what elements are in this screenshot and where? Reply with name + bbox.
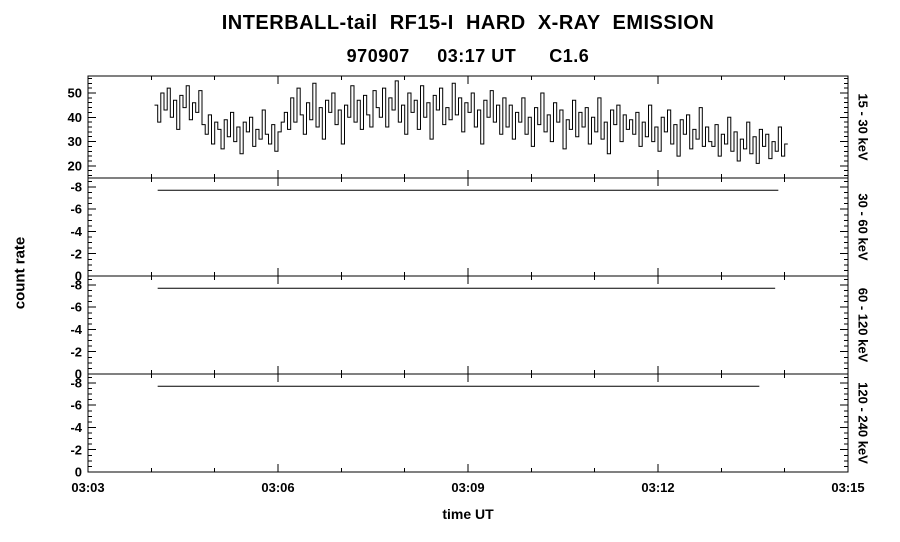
svg-text:03:12: 03:12 [641, 480, 674, 495]
y-axis-title: count rate [11, 236, 29, 310]
svg-text:-6: -6 [70, 300, 82, 315]
energy-band-label-15-30: 15 - 30 keV [855, 93, 871, 161]
x-axis-title: time UT [442, 506, 494, 522]
svg-text:-2: -2 [70, 442, 82, 457]
svg-text:0: 0 [75, 269, 82, 284]
svg-text:03:03: 03:03 [71, 480, 104, 495]
svg-text:-8: -8 [70, 179, 82, 194]
svg-text:-8: -8 [70, 375, 82, 390]
svg-text:03:09: 03:09 [451, 480, 484, 495]
chart-title: INTERBALL-tail RF15-I HARD X-RAY EMISSIO… [221, 12, 715, 34]
svg-text:20: 20 [68, 158, 82, 173]
svg-text:0: 0 [75, 367, 82, 382]
svg-text:30: 30 [68, 134, 82, 149]
svg-text:0: 0 [75, 465, 82, 480]
svg-text:03:06: 03:06 [261, 480, 294, 495]
svg-text:-6: -6 [70, 202, 82, 217]
svg-text:-4: -4 [70, 224, 82, 239]
svg-text:-2: -2 [70, 344, 82, 359]
svg-text:-2: -2 [70, 246, 82, 261]
svg-text:-8: -8 [70, 277, 82, 292]
energy-band-label-120-240: 120 - 240 keV [855, 382, 871, 464]
svg-text:-4: -4 [70, 322, 82, 337]
svg-text:-4: -4 [70, 420, 82, 435]
svg-text:50: 50 [68, 86, 82, 101]
chart-subtitle: 970907 03:17 UT C1.6 [346, 46, 590, 66]
energy-band-label-30-60: 30 - 60 keV [855, 193, 871, 261]
svg-text:40: 40 [68, 110, 82, 125]
svg-text:03:15: 03:15 [831, 480, 864, 495]
svg-text:-6: -6 [70, 398, 82, 413]
energy-band-label-60-120: 60 - 120 keV [855, 287, 871, 363]
